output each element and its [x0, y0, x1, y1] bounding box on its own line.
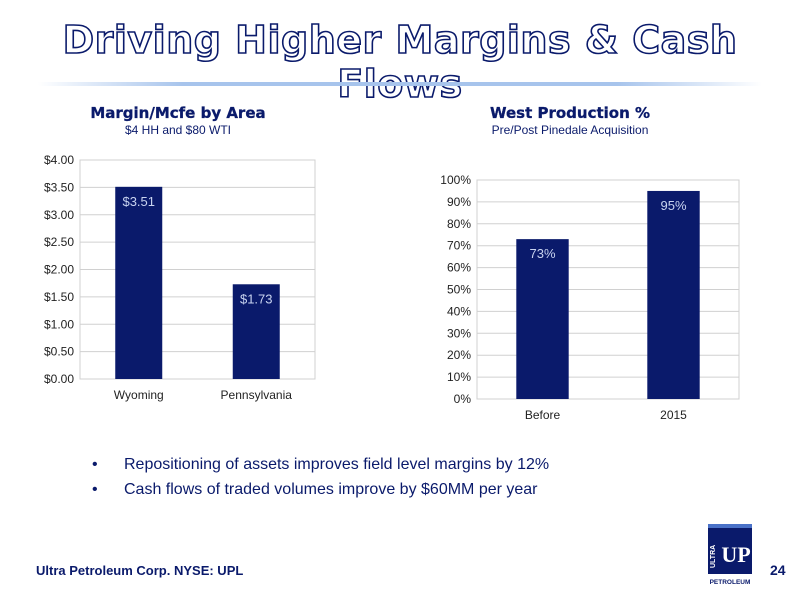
- y-tick-label: $1.00: [44, 317, 74, 331]
- y-tick-label: 10%: [447, 370, 471, 384]
- plot-frame: [476, 179, 740, 400]
- svg-text:ULTRA: ULTRA: [710, 545, 717, 568]
- bullet-list: Repositioning of assets improves field l…: [90, 452, 549, 502]
- y-tick-label: 40%: [447, 304, 471, 318]
- y-tick-label: 30%: [447, 326, 471, 340]
- chart-2-title: West Production %: [489, 104, 651, 122]
- x-tick-label: 2015: [660, 408, 687, 422]
- slide-title: Driving Higher Margins & Cash Flows: [62, 17, 738, 107]
- x-tick-label: Pennsylvania: [221, 388, 293, 402]
- y-tick-label: 90%: [447, 195, 471, 209]
- chart-1-title: Margin/Mcfe by Area: [90, 104, 266, 122]
- data-label: $1.73: [240, 291, 273, 306]
- y-tick-label: 0%: [454, 392, 472, 406]
- chart-1-subtitle: $4 HH and $80 WTI: [124, 123, 232, 137]
- plot-frame: [79, 159, 316, 380]
- x-tick-label: Before: [525, 408, 561, 422]
- bar-wyoming: [115, 186, 163, 379]
- svg-text:PETROLEUM: PETROLEUM: [710, 579, 751, 586]
- y-tick-label: $4.00: [44, 153, 74, 167]
- svg-text:UP: UP: [721, 542, 750, 567]
- y-tick-label: $1.50: [44, 290, 74, 304]
- bar-pennsylvania: [232, 284, 280, 379]
- ultra-petroleum-logo: ULTRA UP PETROLEUM: [708, 524, 752, 586]
- y-tick-label: $0.00: [44, 372, 74, 386]
- footer-text: Ultra Petroleum Corp. NYSE: UPL: [36, 563, 244, 578]
- bullet-item: Cash flows of traded volumes improve by …: [90, 477, 549, 502]
- bar-before: [516, 239, 569, 399]
- margin-by-area-chart: $0.00 $0.50 $1.00 $1.50 $2.00 $2.50 $3.00 $3.50…: [44, 153, 316, 402]
- y-tick-label: 20%: [447, 348, 471, 362]
- y-tick-label: 70%: [447, 239, 471, 253]
- bullet-item: Repositioning of assets improves field l…: [90, 452, 549, 477]
- title-underline: [38, 82, 762, 86]
- y-tick-label: $3.50: [44, 180, 74, 194]
- west-production-chart: 0% 10% 20% 30% 40% 50% 60% 70% 80% 90% 100% 73% Befo…: [440, 173, 740, 422]
- y-tick-label: 100%: [440, 173, 471, 187]
- y-tick-label: $3.00: [44, 208, 74, 222]
- y-tick-label: 60%: [447, 261, 471, 275]
- y-tick-label: $2.50: [44, 235, 74, 249]
- page-number: 24: [770, 562, 786, 578]
- data-label: $3.51: [122, 194, 155, 209]
- bar-2015: [647, 190, 700, 399]
- y-tick-label: 80%: [447, 217, 471, 231]
- y-tick-label: 50%: [447, 283, 471, 297]
- y-tick-label: $0.50: [44, 345, 74, 359]
- data-label: 73%: [529, 246, 555, 261]
- x-tick-label: Wyoming: [114, 388, 164, 402]
- data-label: 95%: [660, 198, 686, 213]
- y-tick-label: $2.00: [44, 263, 74, 277]
- chart-2-subtitle: Pre/Post Pinedale Acquisition: [491, 123, 649, 137]
